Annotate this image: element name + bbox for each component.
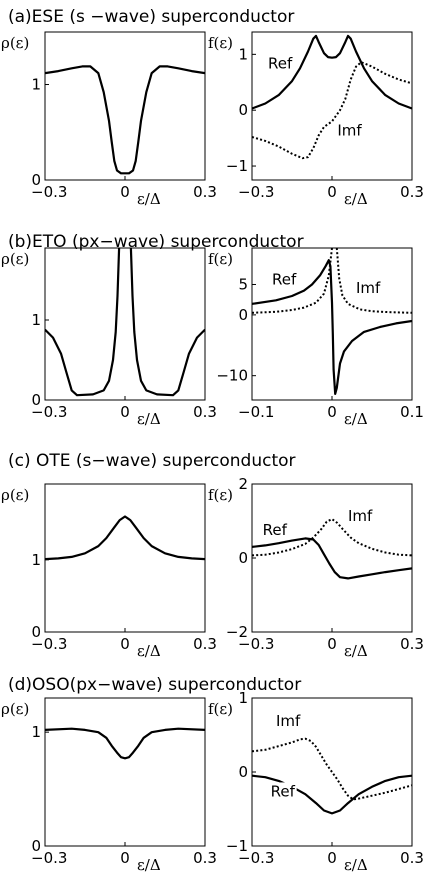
x-axis-label: ε/Δ [344, 856, 368, 874]
series-line-solid [45, 727, 205, 760]
x-tick-label: 0.1 [400, 403, 424, 421]
x-tick-label: 0 [327, 183, 337, 201]
y-axis-label: f(ε) [208, 486, 233, 504]
x-tick-label: 0 [120, 635, 130, 653]
x-tick-label: 0 [120, 183, 130, 201]
series-line-solid [45, 515, 205, 561]
x-tick-label: 0.3 [400, 183, 424, 201]
y-tick-label: 0 [238, 101, 248, 119]
x-axis-label: ε/Δ [137, 856, 161, 874]
y-tick-label: 2 [238, 475, 248, 493]
x-axis-label: ε/Δ [137, 410, 161, 428]
x-tick-label: 0 [120, 849, 130, 867]
series-line-solid [252, 537, 412, 580]
x-tick-label: −0.3 [31, 635, 67, 653]
y-tick-label: 1 [31, 311, 41, 329]
x-tick-label: −0.3 [238, 849, 274, 867]
curve-annotation: Imf [356, 279, 381, 297]
y-tick-label: 0 [238, 549, 248, 567]
panel-title: (a)ESE (s −wave) superconductor [8, 7, 294, 27]
plot-frame [44, 697, 206, 847]
y-tick-label: 1 [238, 45, 248, 63]
panel-title: (b)ETO (px−wave) superconductor [8, 232, 304, 252]
y-tick-label: −2 [226, 623, 248, 641]
series-line-dotted [252, 61, 412, 160]
y-tick-label: 0 [238, 763, 248, 781]
x-tick-label: 0 [327, 635, 337, 653]
series-line-solid [45, 248, 121, 397]
series-line-solid [252, 34, 412, 110]
x-tick-label: 0 [327, 403, 337, 421]
x-axis-label: ε/Δ [344, 642, 368, 660]
x-tick-label: 0.3 [400, 849, 424, 867]
plot-frame [44, 31, 206, 181]
x-axis-label: ε/Δ [137, 642, 161, 660]
y-tick-label: 5 [238, 275, 248, 293]
y-tick-label: 0 [31, 623, 41, 641]
annotation-bg [261, 521, 289, 540]
y-axis-label: f(ε) [208, 34, 233, 52]
curve-annotation: Ref [271, 782, 296, 800]
annotation-bg [275, 712, 303, 731]
x-axis-label: ε/Δ [137, 190, 161, 208]
x-tick-label: 0.3 [193, 635, 217, 653]
x-tick-label: −0.3 [238, 183, 274, 201]
x-axis-label: ε/Δ [344, 410, 368, 428]
y-tick-label: 0 [31, 171, 41, 189]
x-tick-label: 0.3 [193, 403, 217, 421]
series-line-solid [45, 65, 205, 175]
x-tick-label: −0.3 [31, 183, 67, 201]
x-tick-label: 0 [120, 403, 130, 421]
y-tick-label: −10 [216, 367, 248, 385]
series-line-solid [129, 248, 205, 397]
panel-title: (c) OTE (s−wave) superconductor [8, 451, 296, 471]
series-line-dotted [335, 248, 412, 314]
series-line-dotted [252, 737, 412, 801]
y-axis-label: ρ(ε) [1, 34, 29, 52]
x-tick-label: −0.3 [31, 849, 67, 867]
x-tick-label: −0.3 [238, 635, 274, 653]
y-axis-label: f(ε) [208, 700, 233, 718]
y-tick-label: 1 [31, 551, 41, 569]
x-tick-label: 0.3 [193, 849, 217, 867]
y-tick-label: 1 [31, 76, 41, 94]
series-line-solid [252, 259, 412, 395]
y-tick-label: 1 [238, 689, 248, 707]
curve-annotation: Imf [276, 712, 301, 730]
x-axis-label: ε/Δ [344, 190, 368, 208]
annotation-bg [355, 278, 383, 297]
curve-annotation: Imf [337, 121, 362, 139]
y-tick-label: 1 [31, 723, 41, 741]
plot-frame [44, 247, 206, 401]
annotation-bg [347, 507, 375, 525]
x-tick-label: −0.3 [31, 403, 67, 421]
panel-title: (d)OSO(px−wave) superconductor [8, 675, 301, 695]
plot-frame [251, 483, 413, 633]
annotation-bg [271, 270, 298, 289]
curve-annotation: Ref [272, 270, 297, 288]
annotation-bg [336, 121, 364, 140]
x-tick-label: −0.1 [238, 403, 274, 421]
annotation-bg [269, 782, 297, 801]
y-tick-label: 0 [31, 391, 41, 409]
curve-annotation: Ref [263, 521, 288, 539]
y-tick-label: −1 [226, 837, 248, 855]
y-tick-label: 0 [31, 837, 41, 855]
y-axis-label: f(ε) [208, 250, 233, 268]
x-tick-label: 0.3 [400, 635, 424, 653]
y-axis-label: ρ(ε) [1, 250, 29, 268]
y-axis-label: ρ(ε) [1, 700, 29, 718]
series-line-dotted [252, 248, 333, 314]
curve-annotation: Ref [268, 54, 293, 72]
x-tick-label: 0.3 [193, 183, 217, 201]
y-axis-label: ρ(ε) [1, 486, 29, 504]
curve-annotation: Imf [348, 507, 373, 525]
series-line-dotted [252, 518, 412, 557]
x-tick-label: 0 [327, 849, 337, 867]
annotation-bg [267, 54, 294, 73]
y-tick-label: −1 [226, 157, 248, 175]
y-tick-label: 0 [238, 306, 248, 324]
